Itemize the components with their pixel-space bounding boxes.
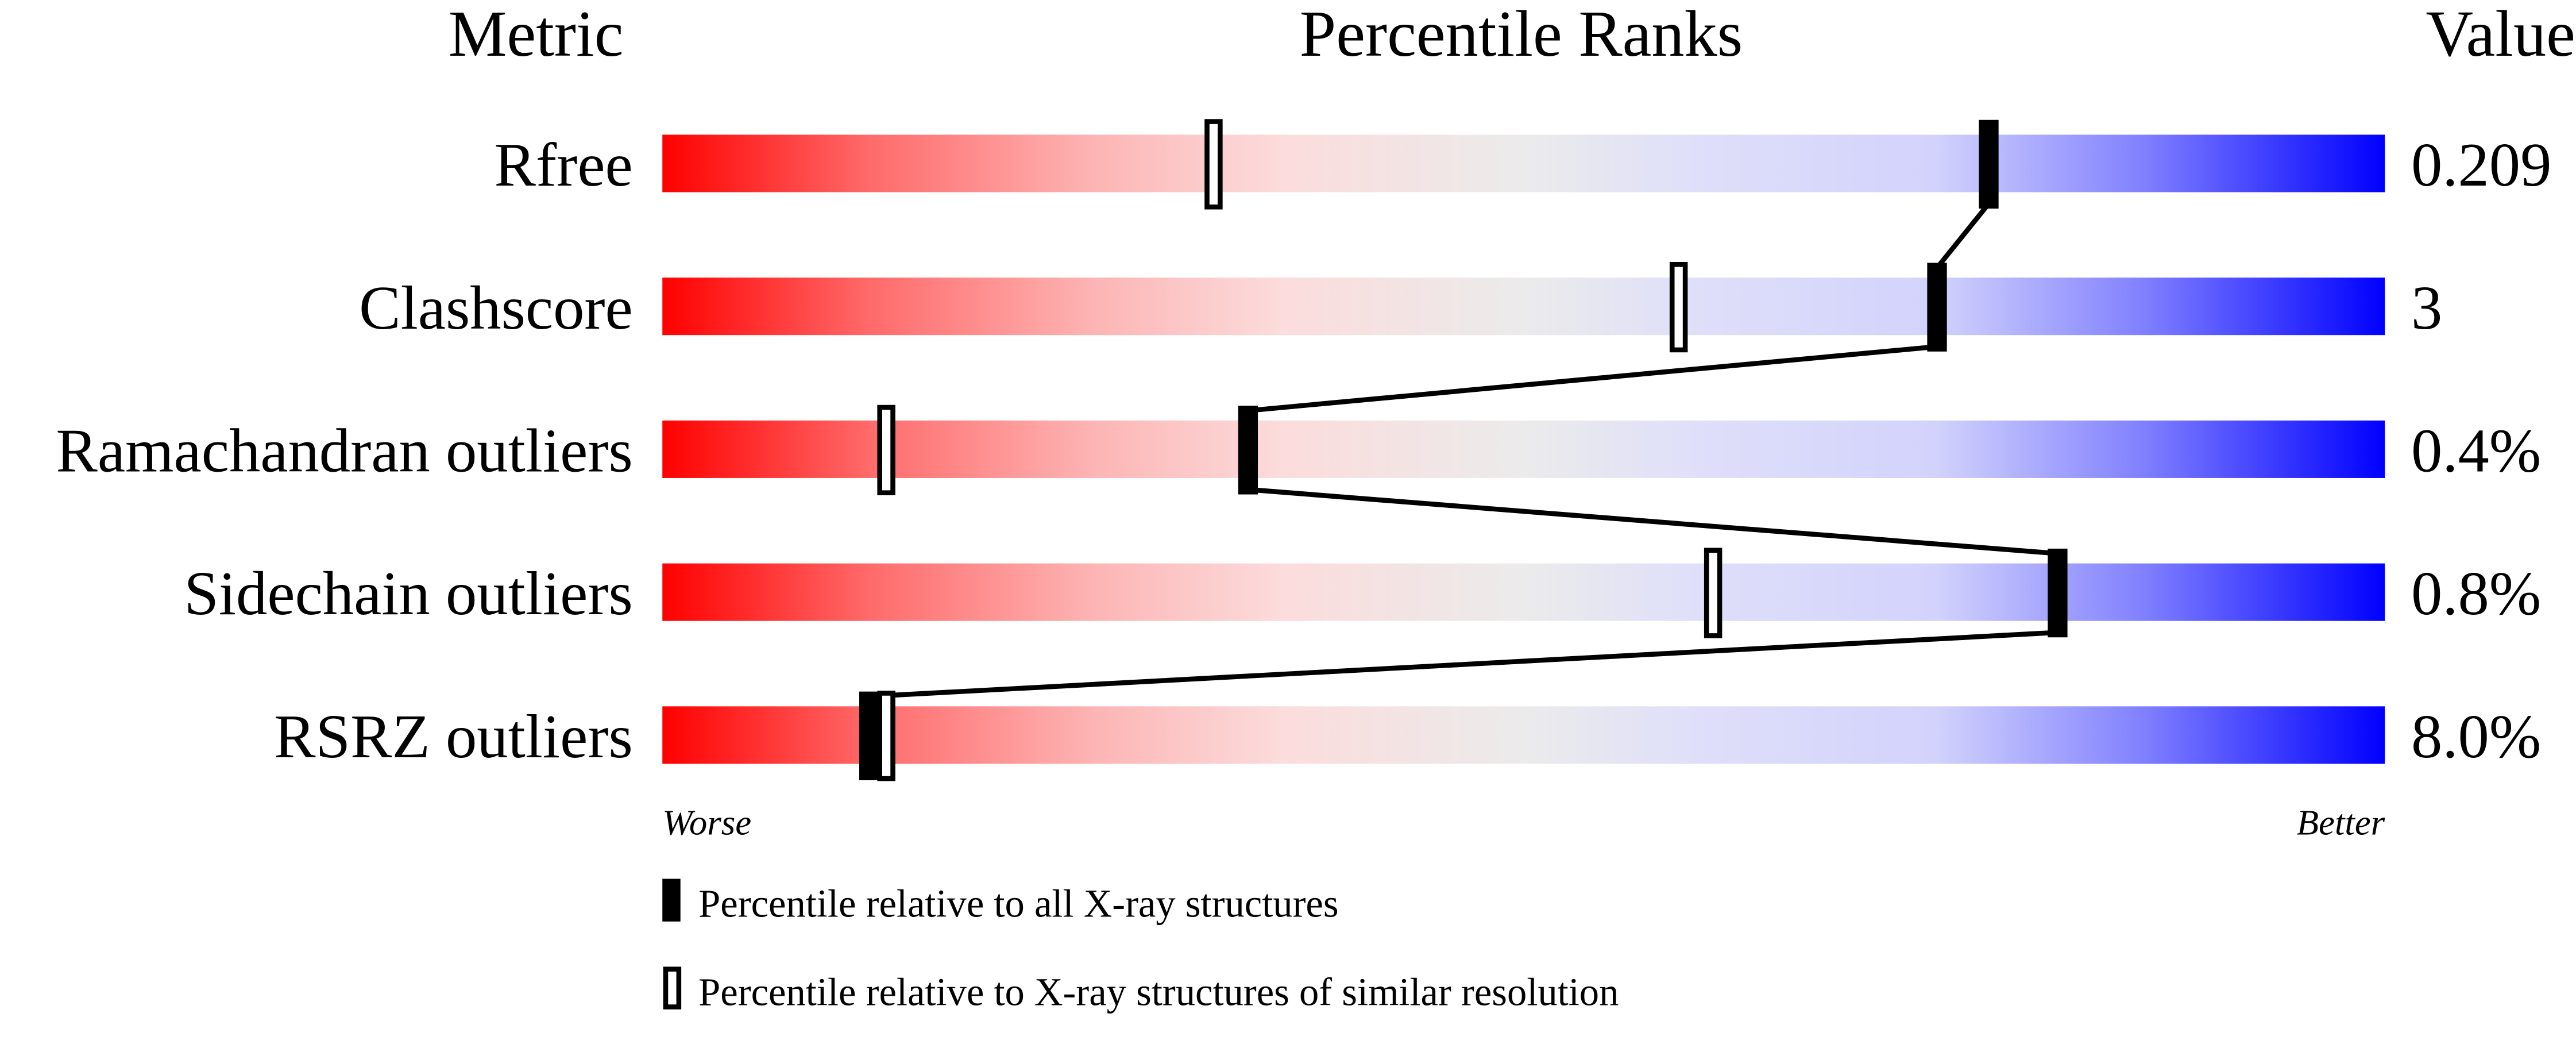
marker-similar-resolution — [1204, 119, 1223, 210]
legend-label-similar: Percentile relative to X-ray structures … — [698, 970, 1619, 1014]
marker-all-structures — [1927, 263, 1947, 352]
marker-all-structures — [859, 691, 879, 780]
metric-value: 3 — [2411, 273, 2442, 342]
percentile-bar — [662, 563, 2385, 621]
metric-value: 0.209 — [2411, 130, 2551, 199]
marker-similar-resolution — [877, 404, 895, 495]
connector-line — [868, 630, 2058, 699]
header-value: Value — [2426, 0, 2575, 70]
header-metric: Metric — [449, 0, 624, 70]
percentile-bar — [662, 420, 2385, 478]
marker-similar-resolution — [1669, 261, 1688, 353]
marker-all-structures — [1979, 120, 1999, 209]
percentile-bar — [662, 134, 2385, 192]
marker-similar-resolution — [877, 691, 895, 781]
legend-filled-marker — [662, 879, 681, 922]
metric-label: Sidechain outliers — [184, 559, 632, 628]
metric-label: RSRZ outliers — [274, 702, 633, 771]
connector-line — [1248, 487, 2058, 556]
metric-value: 0.4% — [2411, 417, 2541, 486]
metric-label: Ramachandran outliers — [56, 417, 632, 486]
marker-similar-resolution — [1704, 548, 1723, 638]
connector-line — [1935, 202, 1991, 269]
metric-value: 0.8% — [2411, 559, 2541, 628]
legend-label-all: Percentile relative to all X-ray structu… — [698, 881, 1338, 925]
metric-value: 8.0% — [2411, 702, 2541, 771]
header-percentile-ranks: Percentile Ranks — [1300, 0, 1743, 70]
marker-all-structures — [2048, 548, 2068, 638]
percentile-bar — [662, 706, 2385, 764]
legend-open-marker — [663, 966, 682, 1010]
metric-label: Clashscore — [359, 273, 633, 342]
axis-label-better: Better — [2297, 802, 2385, 842]
metric-label: Rfree — [495, 130, 633, 199]
axis-label-worse: Worse — [662, 802, 751, 842]
connector-line — [1248, 344, 1937, 414]
marker-all-structures — [1238, 406, 1258, 495]
percentile-bar — [662, 278, 2385, 336]
